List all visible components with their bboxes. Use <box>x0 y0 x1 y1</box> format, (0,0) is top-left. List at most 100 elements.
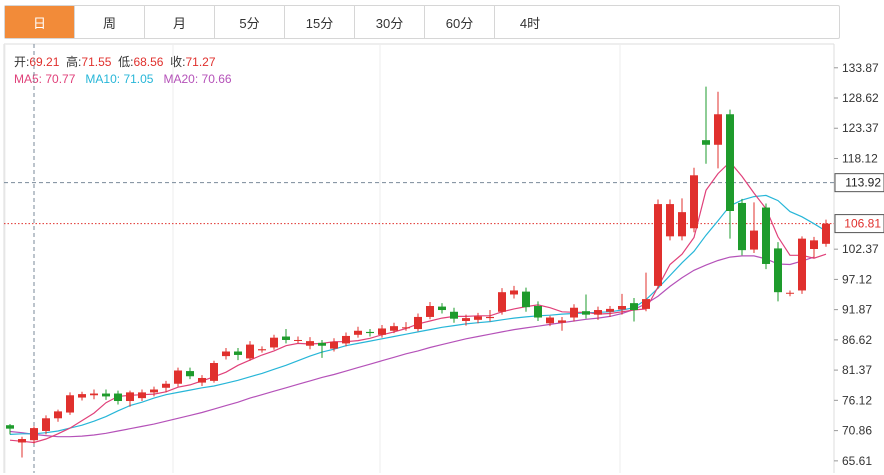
candle-body <box>594 310 602 315</box>
candle-body <box>102 393 110 397</box>
y-tick-label: 118.12 <box>842 151 878 165</box>
candle-body <box>270 337 278 348</box>
candle-body <box>294 339 302 341</box>
tab-4[interactable]: 15分 <box>285 6 355 38</box>
candle-body <box>786 292 794 294</box>
y-tick-label: 76.12 <box>842 393 872 407</box>
candle-body <box>162 383 170 388</box>
tab-2[interactable]: 月 <box>145 6 215 38</box>
current-price-tag-box <box>834 214 884 234</box>
y-tick-label: 133.87 <box>842 61 879 75</box>
candle-body <box>138 392 146 399</box>
candle-body <box>210 363 218 381</box>
candle-body <box>510 290 518 295</box>
candle-body <box>630 303 638 311</box>
y-tick-label: 81.37 <box>842 363 872 377</box>
close-label: 收: <box>170 55 186 69</box>
candle-body <box>78 394 86 398</box>
y-tick-label: 91.87 <box>842 303 872 317</box>
candle-body <box>762 207 770 264</box>
ma20-value: 70.66 <box>201 72 232 86</box>
candle-body <box>450 311 458 319</box>
close-value: 71.27 <box>185 55 216 69</box>
candle-body <box>342 335 350 344</box>
candle-body <box>18 439 26 443</box>
candle-body <box>150 389 158 393</box>
current-price-tag-text: 106.81 <box>844 217 881 231</box>
ma-readout: MA5: 70.77 MA10: 71.05 MA20: 70.66 <box>14 72 232 86</box>
candle-body <box>306 341 314 346</box>
open-label: 开: <box>14 55 30 69</box>
candle-body <box>234 351 242 355</box>
candle-body <box>438 306 446 311</box>
candle-body <box>402 327 410 329</box>
period-tabs: 日周月 5分 15分 30分 60分 4时 <box>4 5 840 39</box>
high-value: 71.55 <box>81 55 112 69</box>
ma20-label: MA20: <box>163 72 199 86</box>
candle-body <box>90 393 98 396</box>
candle-body <box>114 393 122 402</box>
tab-5[interactable]: 30分 <box>355 6 425 38</box>
candle-body <box>30 428 38 441</box>
candle-body <box>702 140 710 145</box>
candle-body <box>822 223 830 244</box>
candle-body <box>174 370 182 384</box>
ma20-line <box>9 255 815 438</box>
candle-body <box>774 248 782 293</box>
candle-body <box>570 307 578 318</box>
tab-6[interactable]: 60分 <box>425 6 495 38</box>
candle-body <box>666 204 674 237</box>
ohlc-readout: 开:69.21 高:71.55 低:68.56 收:71.27 <box>14 53 216 70</box>
ma10-line <box>9 194 827 435</box>
low-value: 68.56 <box>133 55 164 69</box>
y-tick-label: 70.86 <box>842 424 872 438</box>
ma5-label: MA5: <box>14 72 43 86</box>
open-value: 69.21 <box>29 55 60 69</box>
candle-body <box>366 331 374 334</box>
high-label: 高: <box>66 55 82 69</box>
candle-body <box>798 238 806 291</box>
candle-body <box>54 411 62 419</box>
candle-body <box>606 308 614 312</box>
candle-body <box>66 395 74 413</box>
candle-body <box>186 371 194 377</box>
ma10-label: MA10: <box>85 72 121 86</box>
tab-0[interactable]: 日 <box>5 6 75 38</box>
candle-body <box>6 425 14 429</box>
y-tick-label: 102.37 <box>842 242 879 256</box>
candle-body <box>42 418 50 431</box>
crosshair-price-tag-box <box>834 173 884 193</box>
candle-body <box>378 328 386 335</box>
y-tick-label: 128.62 <box>842 91 879 105</box>
candle-body <box>414 316 422 330</box>
candle-body <box>534 306 542 318</box>
tab-7[interactable]: 4时 <box>519 15 541 31</box>
candle-body <box>558 320 566 323</box>
candle-body <box>522 291 530 308</box>
candle-body <box>318 342 326 346</box>
candle-body <box>258 349 266 351</box>
candle-body <box>642 299 650 309</box>
tab-1[interactable]: 周 <box>75 6 145 38</box>
candle-body <box>426 306 434 317</box>
tab-3[interactable]: 5分 <box>215 6 285 38</box>
candle-body <box>390 326 398 331</box>
candle-body <box>750 230 758 250</box>
candle-body <box>282 336 290 340</box>
candle-body <box>474 316 482 320</box>
candle-body <box>654 204 662 286</box>
candle-body <box>678 212 686 237</box>
y-tick-label: 123.37 <box>842 121 879 135</box>
candle-body <box>198 377 206 383</box>
y-tick-label: 97.12 <box>842 272 872 286</box>
candle-body <box>126 392 134 402</box>
low-label: 低: <box>118 55 134 69</box>
candle-body <box>738 202 746 251</box>
candle-body <box>222 351 230 357</box>
candle-body <box>582 311 590 315</box>
candle-body <box>810 240 818 249</box>
crosshair-price-tag-text: 113.92 <box>845 176 881 190</box>
candle-body <box>486 316 494 319</box>
ma10-value: 71.05 <box>123 72 154 86</box>
